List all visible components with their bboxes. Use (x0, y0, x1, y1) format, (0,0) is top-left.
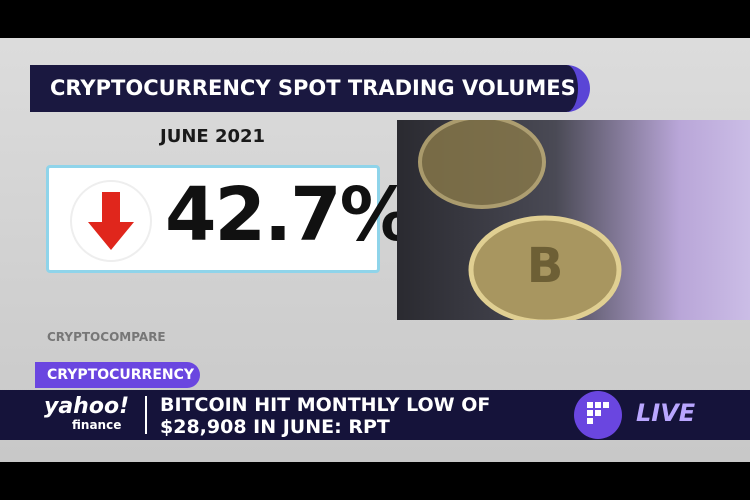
lower-third-bar (0, 390, 750, 440)
logo-text: yahoo! (44, 394, 130, 419)
down-arrow-icon (70, 180, 152, 262)
change-value: 42.7% (165, 172, 414, 258)
headline-line: BITCOIN HIT MONTHLY LOW OF (160, 394, 491, 416)
topic-tag: CRYPTOCURRENCY (35, 362, 200, 388)
graphic-title: CRYPTOCURRENCY SPOT TRADING VOLUMES (30, 65, 590, 112)
headline-line: $28,908 IN JUNE: RPT (160, 416, 390, 438)
logo-subtext: finance (72, 418, 122, 432)
svg-text:B: B (527, 238, 564, 294)
coin-illustration: B (418, 120, 622, 320)
live-icon (574, 391, 622, 439)
live-label: LIVE (636, 399, 696, 427)
period-label: JUNE 2021 (160, 126, 266, 147)
coin-photo: B (397, 120, 750, 320)
divider (145, 396, 147, 434)
source-label: CRYPTOCOMPARE (47, 330, 166, 344)
